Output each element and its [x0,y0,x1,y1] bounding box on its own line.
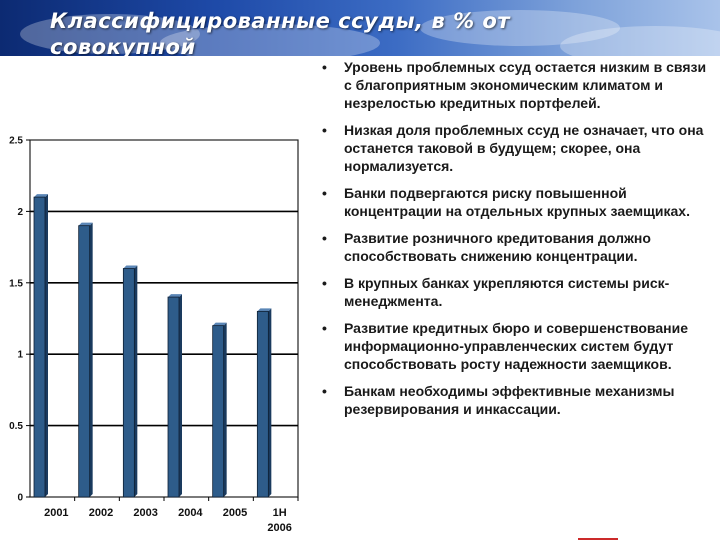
bar-top [34,194,48,198]
bullet-text: Низкая доля проблемных ссуд не означает,… [344,122,704,174]
bar-top [257,308,272,312]
footer-accent-line [578,538,618,540]
bar [256,310,269,498]
bullet-dot-icon: • [322,275,327,291]
y-tick-label: 0.5 [9,421,23,432]
y-tick-label: 0 [17,493,23,504]
bullet-item: • Банкам необходимы эффективные механизмы… [318,382,710,418]
bullet-item: • В крупных банках укрепляются системы ри… [318,274,710,310]
bullet-text: Уровень проблемных ссуд остается низким … [344,59,707,111]
bullet-text: Банки подвергаются риску повышенной конц… [344,185,690,219]
slide-title: Классифицированные ссуды, в % от совокуп… [50,9,511,56]
bullet-dot-icon: • [322,185,327,201]
bar-chart: 0 0.5 1 1.5 2 2.5 2001 2002 2003 2004 2005 1H 2006 [0,128,310,540]
bar-side [89,222,93,497]
cloud-decoration [560,26,720,56]
x-tick-label: 2006 [267,522,291,534]
bullet-text: Банкам необходимы эффективные механизмы … [344,383,675,417]
bar-top [123,265,138,269]
bar-side [134,265,138,497]
bullet-text: В крупных банках укрепляются системы рис… [344,275,670,309]
x-tick-label: 2004 [178,507,203,519]
bullet-item: • Развитие кредитных бюро и совершенствов… [318,319,710,373]
bar-side [268,308,272,497]
x-tick-label: 2005 [223,507,247,519]
y-tick-label: 2.5 [9,136,23,147]
bar [33,196,46,498]
bullet-dot-icon: • [322,383,327,399]
bar-side [223,322,227,497]
x-tick-label: 1H [273,507,287,519]
bar [122,268,135,498]
y-tick-label: 1 [17,350,23,361]
bullet-item: • Развитие розничного кредитования должно… [318,229,710,265]
bullet-item: • Банки подвергаются риску повышенной кон… [318,184,710,220]
y-tick-label: 2 [17,207,23,218]
bullet-dot-icon: • [322,122,327,138]
plot-area [29,139,299,498]
bullet-text: Развитие розничного кредитования должно … [344,230,651,264]
bar-top [78,222,93,226]
bar-top [212,322,227,326]
bar [212,325,225,498]
bullet-item: • Уровень проблемных ссуд остается низким… [318,58,710,112]
cloud-decoration [420,10,620,46]
bullet-dot-icon: • [322,59,327,75]
cloud-decoration [160,24,380,56]
x-tick-label: 2003 [133,507,157,519]
bullet-list: • Уровень проблемных ссуд остается низким… [318,58,710,427]
x-tick-label: 2002 [89,507,113,519]
y-tick-label: 1.5 [9,278,23,289]
bar-top [168,294,182,298]
cloud-decoration [20,14,200,54]
bar [167,296,180,498]
bullet-dot-icon: • [322,230,327,246]
bar [78,225,91,498]
slide-header: Классифицированные ссуды, в % от совокуп… [0,0,720,56]
x-tick-label: 2001 [44,507,68,519]
chart-svg: 0 0.5 1 1.5 2 2.5 2001 2002 2003 2004 2005 1H 2006 [9,136,299,534]
bullet-dot-icon: • [322,320,327,336]
bullet-item: • Низкая доля проблемных ссуд не означает… [318,121,710,175]
bullet-text: Развитие кредитных бюро и совершенствова… [344,320,688,372]
bar-side [45,194,48,497]
bar-side [179,294,182,497]
